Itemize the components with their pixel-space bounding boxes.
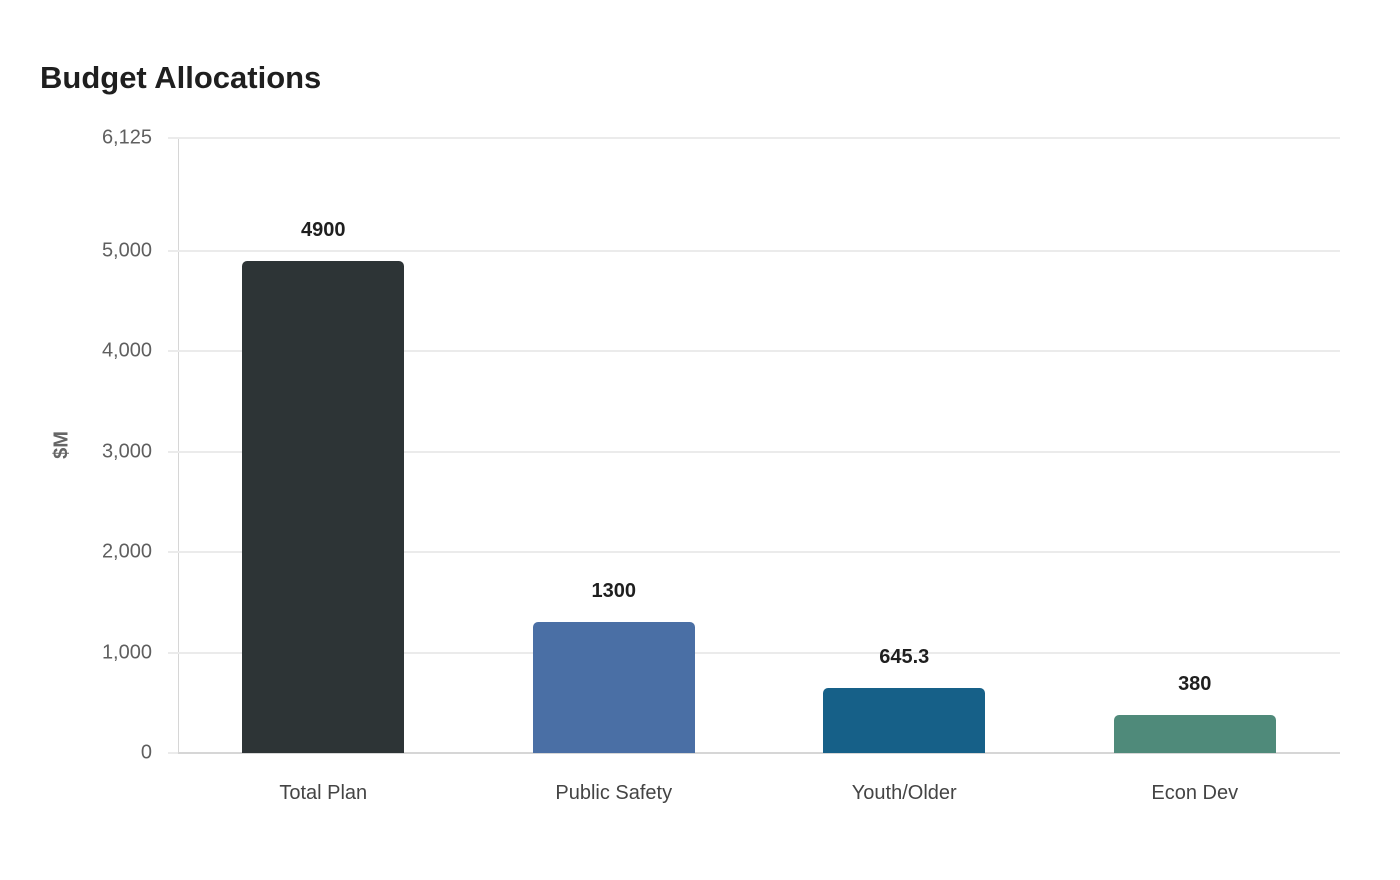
bar-value-label: 4900 xyxy=(301,219,346,241)
gridline xyxy=(168,651,1340,654)
gridline xyxy=(168,350,1340,353)
y-tick-label: 4,000 xyxy=(101,339,152,362)
bar-public-safety[interactable] xyxy=(532,622,695,753)
gridline xyxy=(168,137,1340,139)
chart-title: Budget Allocations xyxy=(40,60,322,95)
y-tick-label: 6,125 xyxy=(101,126,152,149)
y-tick-label: 3,000 xyxy=(101,440,152,463)
y-axis-line xyxy=(178,138,179,753)
gridline xyxy=(168,450,1340,453)
y-tick-label: 1,000 xyxy=(101,641,152,664)
y-tick-label: 0 xyxy=(140,741,152,764)
x-axis-line xyxy=(178,752,1340,754)
y-axis-label: $M xyxy=(50,431,73,459)
bar-youth-older[interactable] xyxy=(823,688,986,753)
tick-mark xyxy=(168,752,178,754)
x-tick-label: Youth/Older xyxy=(851,782,957,804)
bar-value-label: 380 xyxy=(1178,672,1212,695)
x-tick-label: Total Plan xyxy=(279,782,368,804)
x-tick-label: Public Safety xyxy=(555,782,673,804)
bar-value-label: 1300 xyxy=(591,580,637,603)
x-tick-label: Econ Dev xyxy=(1151,782,1239,804)
bar-value-label: 645.3 xyxy=(879,646,930,669)
gridline xyxy=(168,249,1340,252)
y-tick-label: 5,000 xyxy=(101,239,152,262)
plot-area: 0 1,000 2,000 3,000 4,000 5,000 6,125 4900 1300 6… xyxy=(102,127,1340,764)
bar-total-plan[interactable] xyxy=(242,261,405,753)
bar-econ-dev[interactable] xyxy=(1113,714,1276,753)
gridline xyxy=(168,551,1340,554)
y-tick-label: 2,000 xyxy=(101,540,152,563)
